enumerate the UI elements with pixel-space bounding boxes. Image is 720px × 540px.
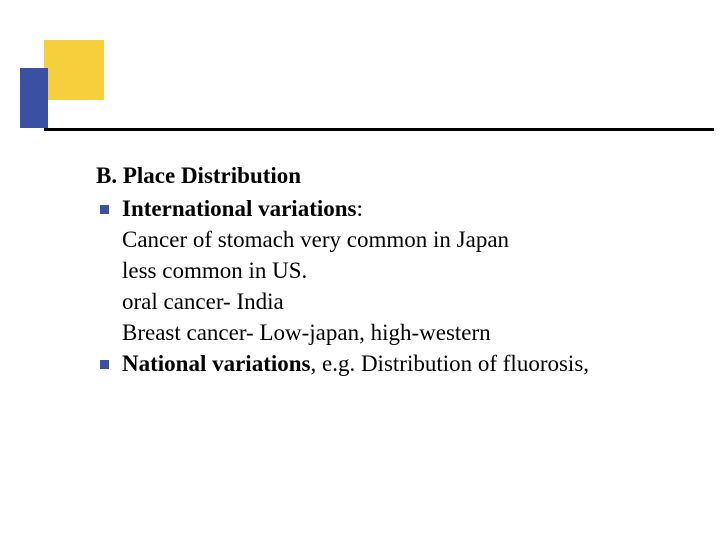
bullet-item: International variations: Cancer of stom…: [122, 193, 696, 348]
horizontal-rule: [44, 128, 714, 131]
detail-line: less common in US.: [122, 255, 696, 286]
section-heading: B. Place Distribution: [96, 160, 696, 191]
blue-rectangle: [20, 68, 48, 128]
bullet-title-suffix: , e.g. Distribution of fluorosis,: [310, 351, 589, 376]
bullet-title-suffix: :: [356, 196, 362, 221]
bullet-item: National variations, e.g. Distribution o…: [122, 348, 696, 379]
detail-line: Breast cancer- Low-japan, high-western: [122, 317, 696, 348]
bullet-title: International variations: [122, 196, 356, 221]
bullet-list: International variations: Cancer of stom…: [96, 193, 696, 379]
content-block: B. Place Distribution International vari…: [96, 160, 696, 379]
header-decor: [20, 40, 700, 132]
yellow-square: [44, 40, 104, 100]
square-bullet-icon: [100, 360, 109, 369]
square-bullet-icon: [100, 205, 109, 214]
detail-line: oral cancer- India: [122, 286, 696, 317]
slide: B. Place Distribution International vari…: [0, 0, 720, 540]
detail-line: Cancer of stomach very common in Japan: [122, 224, 696, 255]
bullet-title: National variations: [122, 351, 310, 376]
